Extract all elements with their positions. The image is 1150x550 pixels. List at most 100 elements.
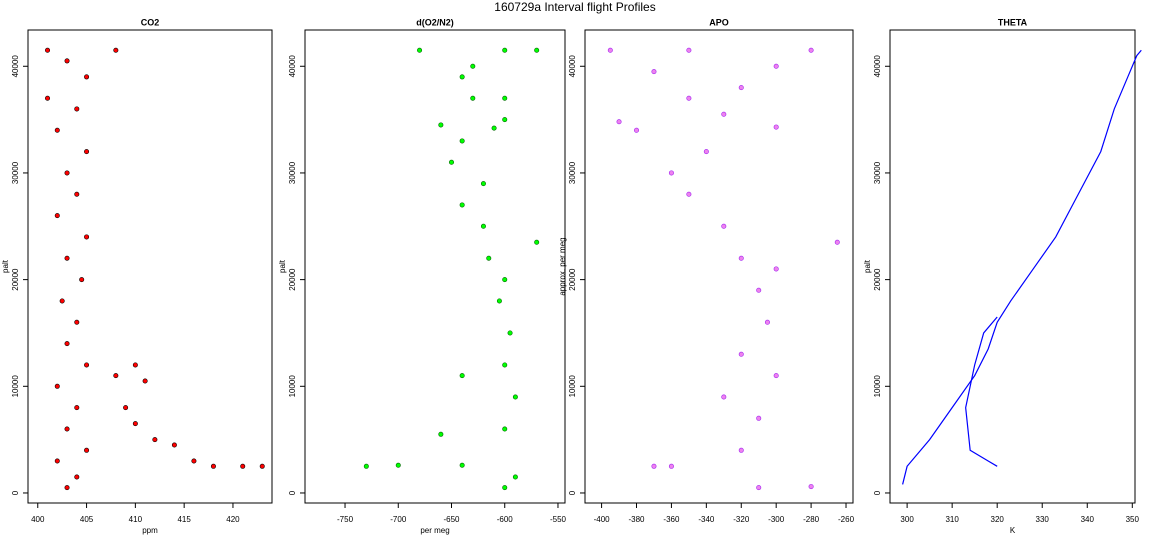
point [152, 437, 158, 443]
point [459, 462, 465, 468]
point [512, 474, 518, 480]
y-axis-label: palt [278, 259, 287, 273]
point [45, 95, 51, 101]
x-tick-label: -340 [698, 515, 715, 524]
x-tick-label: 405 [80, 515, 94, 524]
point [507, 330, 513, 336]
point [64, 255, 70, 261]
point [54, 383, 60, 389]
point [502, 47, 508, 53]
x-tick-label: -400 [594, 515, 611, 524]
y-tick-label: 0 [11, 490, 20, 495]
point [459, 373, 465, 379]
point [79, 277, 85, 283]
y-tick-label: 20000 [568, 268, 577, 291]
point [534, 239, 540, 245]
y-tick-label: 40000 [873, 55, 882, 78]
point [395, 462, 401, 468]
point [59, 298, 65, 304]
point [764, 319, 770, 325]
x-tick-label: 320 [991, 515, 1005, 524]
y-tick-label: 40000 [11, 55, 20, 78]
panel-title: d(O2/N2) [416, 17, 454, 27]
point [502, 362, 508, 368]
point [616, 119, 622, 125]
x-tick-label: -260 [838, 515, 855, 524]
point [132, 362, 138, 368]
point [651, 463, 657, 469]
x-axis-label: per meg [420, 526, 449, 535]
point [113, 373, 119, 379]
y-tick-label: 10000 [568, 375, 577, 398]
y-tick-label: 0 [288, 490, 297, 495]
point [171, 442, 177, 448]
x-tick-label: -750 [337, 515, 354, 524]
figure-title: 160729a Interval flight Profiles [494, 0, 655, 14]
point [773, 373, 779, 379]
point [773, 266, 779, 272]
point [668, 170, 674, 176]
point [459, 74, 465, 80]
x-tick-label: -320 [733, 515, 750, 524]
y-tick-label: 20000 [873, 268, 882, 291]
point [417, 47, 423, 53]
point [74, 474, 80, 480]
y-axis-label: palt [1, 259, 10, 273]
profile-line [902, 49, 1142, 485]
point [668, 463, 674, 469]
point [74, 405, 80, 411]
point [502, 485, 508, 491]
y-tick-label: 30000 [288, 161, 297, 184]
x-tick-label: -280 [803, 515, 820, 524]
plot-frame [27, 29, 273, 504]
x-tick-label: 400 [31, 515, 45, 524]
x-axis-label: ppm [142, 526, 158, 535]
point [132, 421, 138, 427]
point [84, 234, 90, 240]
y-axis-label: approx. per meg [558, 237, 567, 295]
profile-line [965, 316, 998, 467]
point [703, 149, 709, 155]
x-tick-label: -360 [663, 515, 680, 524]
point [459, 138, 465, 144]
point [459, 202, 465, 208]
point [686, 191, 692, 197]
x-tick-label: -700 [390, 515, 407, 524]
x-tick-label: 350 [1126, 515, 1140, 524]
point [686, 47, 692, 53]
y-tick-label: 10000 [873, 375, 882, 398]
panel-title: CO2 [141, 17, 160, 27]
x-tick-label: 415 [177, 515, 191, 524]
point [480, 181, 486, 187]
x-tick-label: -300 [768, 515, 785, 524]
x-tick-label: -550 [550, 515, 567, 524]
point [84, 362, 90, 368]
y-tick-label: 0 [568, 490, 577, 495]
point [607, 47, 613, 53]
point [502, 117, 508, 123]
point [74, 191, 80, 197]
y-tick-label: 20000 [288, 268, 297, 291]
plot-frame [304, 29, 566, 504]
y-tick-label: 0 [873, 490, 882, 495]
point [259, 463, 265, 469]
point [84, 149, 90, 155]
point [84, 447, 90, 453]
point [721, 111, 727, 117]
point [773, 124, 779, 130]
point [534, 47, 540, 53]
point [502, 426, 508, 432]
point [502, 277, 508, 283]
point [64, 426, 70, 432]
x-tick-label: 410 [129, 515, 143, 524]
x-tick-label: 310 [945, 515, 959, 524]
point [64, 58, 70, 64]
x-axis-label: K [1010, 526, 1016, 535]
y-tick-label: 40000 [288, 55, 297, 78]
y-axis-label: palt [863, 259, 872, 273]
panel-title: APO [709, 17, 729, 27]
point [651, 69, 657, 75]
point [191, 458, 197, 464]
point [634, 127, 640, 133]
